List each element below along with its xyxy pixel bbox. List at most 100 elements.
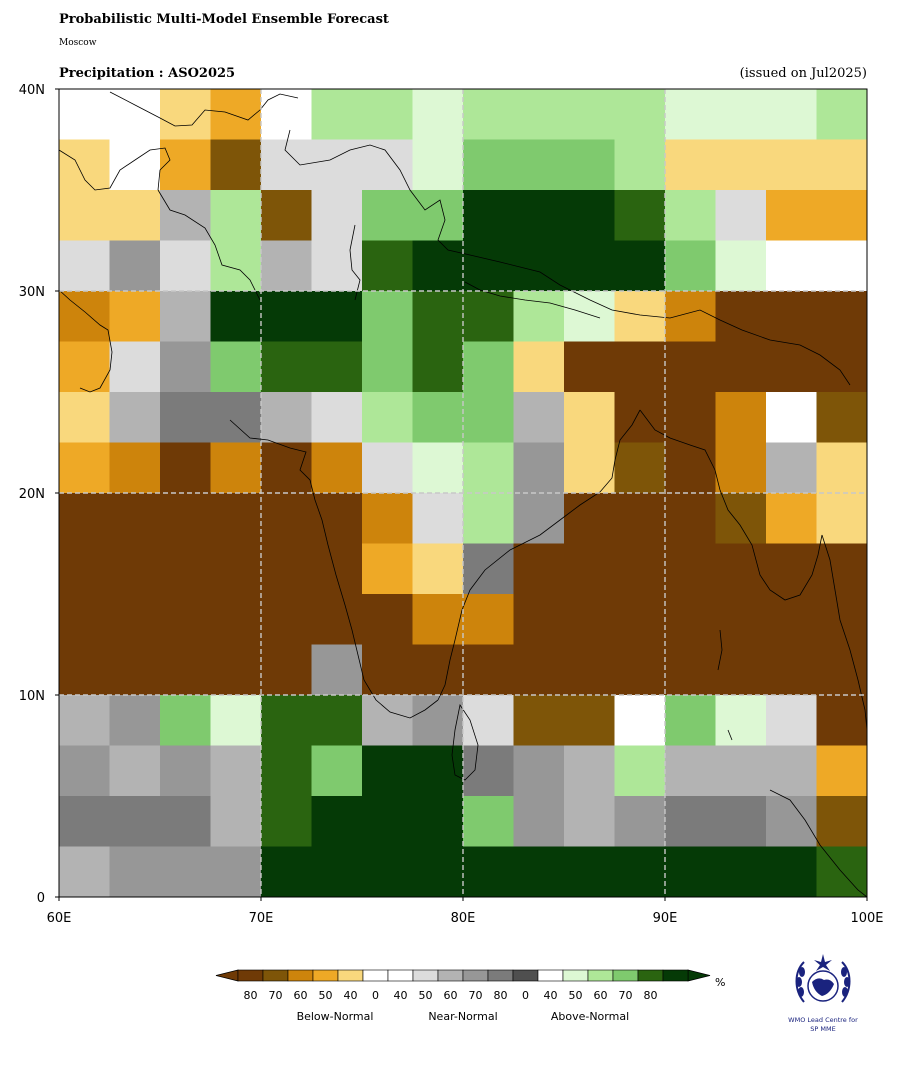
grid-cell	[311, 240, 363, 292]
grid-cell	[109, 392, 161, 443]
grid-cell	[614, 139, 666, 191]
grid-cell	[59, 190, 110, 241]
grid-cell	[513, 89, 565, 140]
colorbar-swatch	[537, 969, 564, 982]
grid-cell	[715, 644, 767, 696]
grid-cell	[513, 392, 565, 443]
colorbar-tick-label: 80	[644, 989, 658, 1002]
x-tick-label: 60E	[47, 911, 72, 926]
grid-cell	[513, 594, 565, 645]
grid-cell	[160, 139, 211, 191]
grid-cell	[766, 695, 817, 746]
colorbar-group-label: Below-Normal	[297, 1010, 374, 1023]
grid-cell	[564, 190, 615, 241]
grid-cell	[463, 442, 514, 494]
grid-cell	[463, 594, 514, 645]
grid-cell	[715, 89, 767, 140]
grid-cell	[766, 89, 817, 140]
colorbar-swatch	[462, 969, 489, 982]
grid-cell	[463, 392, 514, 443]
grid-cell	[513, 796, 565, 847]
grid-cell	[412, 846, 464, 898]
grid-cell	[665, 745, 716, 797]
grid-cell	[665, 291, 716, 342]
coastline-india-east	[437, 409, 641, 701]
grid-cell	[715, 392, 767, 443]
colorbar-tick-label: 40	[394, 989, 408, 1002]
grid-cell	[463, 291, 514, 342]
colorbar-tick-label: 40	[344, 989, 358, 1002]
grid-cell	[513, 139, 565, 191]
grid-cell	[513, 745, 565, 797]
islands-andaman	[717, 629, 723, 671]
colorbar-tick-label: 0	[522, 989, 529, 1002]
logo-caption-line1: WMO Lead Centre for	[788, 1016, 858, 1024]
coastlines-and-borders	[59, 91, 867, 897]
colorbar-group-label: Above-Normal	[551, 1010, 629, 1023]
grid-cell	[362, 240, 413, 292]
grid-cell	[816, 240, 868, 292]
y-tick-label: 40N	[19, 83, 45, 98]
wmo-logo: WMO Lead Centre for SP MME	[778, 950, 868, 1034]
grid-cell	[59, 442, 110, 494]
y-tick-label: 10N	[19, 689, 45, 704]
grid-cell	[210, 89, 262, 140]
grid-cell	[59, 392, 110, 443]
grid-cell	[816, 594, 868, 645]
grid-cell	[311, 846, 363, 898]
grid-cell	[816, 796, 868, 847]
grid-cell	[261, 745, 312, 797]
grid-cell	[766, 442, 817, 494]
grid-cell	[210, 796, 262, 847]
colorbar-tick-label: 40	[544, 989, 558, 1002]
colorbar-tick-label: 70	[619, 989, 633, 1002]
colorbar-tick-label: 80	[244, 989, 258, 1002]
colorbar-swatch	[662, 969, 689, 982]
grid-cell	[362, 493, 413, 544]
grid-cell	[311, 190, 363, 241]
grid-cell	[160, 846, 211, 898]
grid-cell	[59, 846, 110, 898]
grid-cell	[665, 89, 716, 140]
grid-cell	[513, 190, 565, 241]
grid-cell	[109, 139, 161, 191]
colorbar-max-arrow	[687, 969, 711, 982]
grid-cell	[261, 594, 312, 645]
grid-cell	[261, 190, 312, 241]
grid-cell	[816, 139, 868, 191]
grid-cell	[513, 543, 565, 595]
grid-cell	[109, 291, 161, 342]
grid-cell	[715, 240, 767, 292]
grid-cell	[59, 291, 110, 342]
grid-cell	[614, 240, 666, 292]
colorbar-tick-label: 0	[372, 989, 379, 1002]
grid-cell	[362, 341, 413, 393]
grid-cell	[564, 139, 615, 191]
grid-cell	[614, 392, 666, 443]
grid-cell	[715, 442, 767, 494]
grid-cell	[766, 139, 817, 191]
grid-cell	[311, 493, 363, 544]
colorbar-swatch	[337, 969, 364, 982]
grid-cell	[665, 190, 716, 241]
y-tick-label: 0	[37, 891, 45, 906]
grid-cell	[362, 291, 413, 342]
grid-cell	[160, 796, 211, 847]
grid-cell	[564, 745, 615, 797]
grid-cell	[715, 493, 767, 544]
grid-cell	[412, 291, 464, 342]
grid-cell	[160, 442, 211, 494]
grid-cell	[59, 644, 110, 696]
grid-cell	[210, 745, 262, 797]
colorbar-tick-label: 50	[319, 989, 333, 1002]
border-nepal	[464, 281, 601, 319]
grid-cell	[311, 291, 363, 342]
grid-cell	[766, 291, 817, 342]
grid-cell	[463, 341, 514, 393]
grid-cell	[715, 291, 767, 342]
grid-cell	[665, 139, 716, 191]
grid-cell	[816, 543, 868, 595]
grid-cell	[261, 846, 312, 898]
colorbar-swatch	[637, 969, 664, 982]
grid-cell	[816, 190, 868, 241]
